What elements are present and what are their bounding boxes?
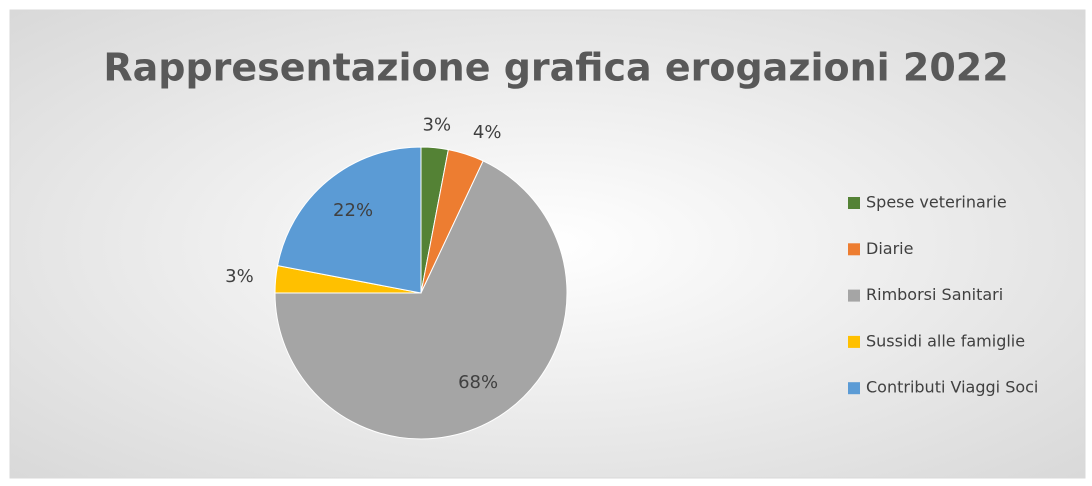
legend-swatch: [848, 243, 860, 256]
legend-swatch: [848, 289, 860, 302]
legend-label: Sussidi alle famiglie: [866, 331, 1025, 350]
data-label: 4%: [473, 122, 502, 143]
legend-swatch: [848, 382, 860, 395]
legend-label: Diarie: [866, 239, 913, 258]
pie-slice: [274, 160, 568, 440]
data-label: 3%: [423, 115, 452, 136]
legend-swatch: [848, 197, 860, 209]
pie-slice: [277, 146, 422, 294]
legend-label: Spese veterinarie: [866, 193, 1007, 212]
legend-label: Rimborsi Sanitari: [866, 285, 1003, 304]
data-label: 68%: [458, 372, 498, 393]
data-label: 3%: [225, 266, 254, 287]
data-label: 22%: [333, 200, 373, 221]
chart-title: Rappresentazione grafica erogazioni 2022: [103, 46, 1008, 90]
legend-swatch: [848, 335, 860, 348]
legend-label: Contributi Viaggi Soci: [866, 378, 1038, 397]
